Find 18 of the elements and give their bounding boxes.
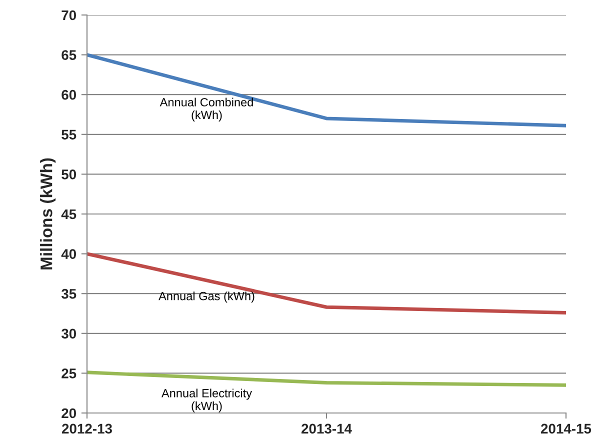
x-tick-label: 2014-15 (541, 424, 592, 434)
x-tick-label: 2012-13 (62, 424, 112, 434)
y-tick-label: 30 (61, 328, 76, 339)
y-axis-title: Millions (kWh) (40, 158, 56, 270)
y-tick-label: 25 (62, 368, 76, 378)
y-tick-label: 20 (62, 408, 76, 418)
y-tick-label: 70 (62, 10, 76, 20)
y-tick-label: 50 (62, 170, 76, 180)
series-label: Annual Gas (kWh) (158, 292, 254, 303)
series-label: Annual Electricity (kWh) (162, 388, 252, 412)
y-tick-label: 65 (62, 50, 76, 60)
series-label: Annual Combined (kWh) (160, 98, 253, 122)
y-tick-label: 55 (62, 130, 76, 140)
y-tick-label: 40 (61, 249, 76, 259)
x-tick-label: 2013-14 (302, 424, 352, 434)
y-tick-label: 35 (61, 288, 76, 299)
y-tick-label: 45 (61, 209, 76, 220)
y-tick-label: 60 (62, 90, 76, 100)
